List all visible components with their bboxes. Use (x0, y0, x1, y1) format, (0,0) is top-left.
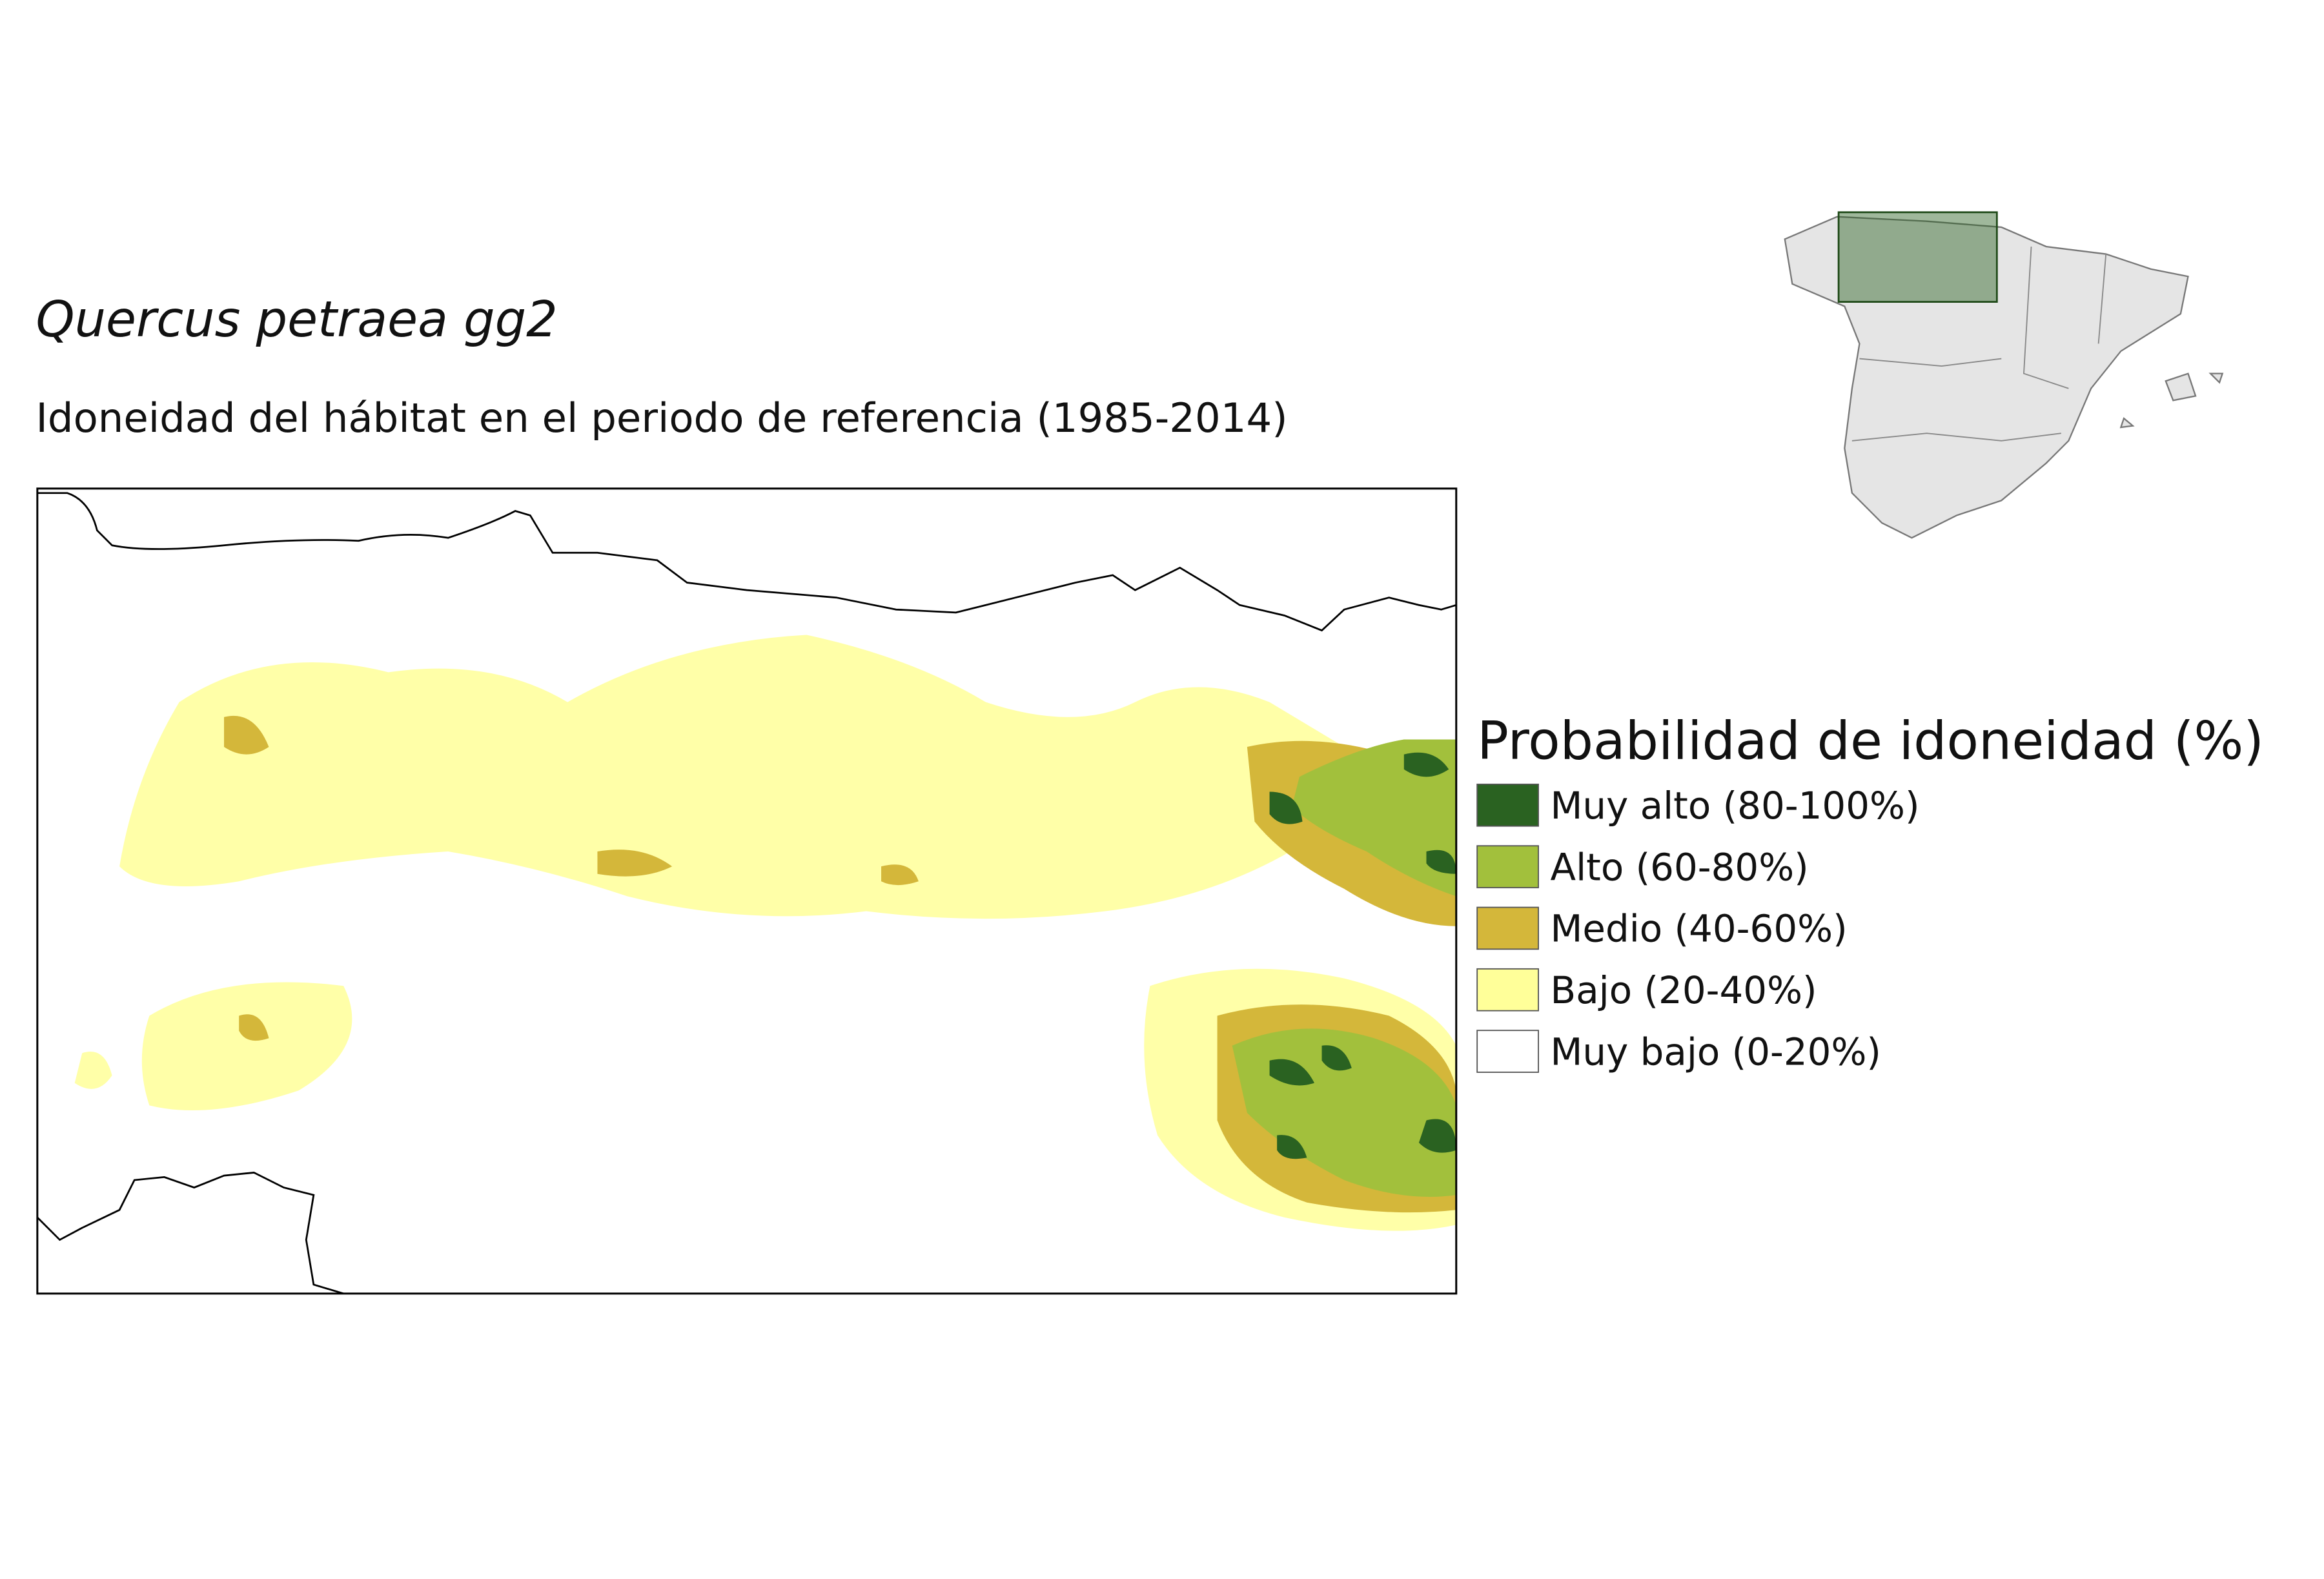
legend-swatch (1476, 1030, 1539, 1073)
legend-label: Muy alto (80-100%) (1551, 784, 1920, 828)
very-high-area (1269, 752, 1456, 1159)
title: Quercus petraea gg2 (36, 291, 558, 349)
legend-label: Alto (60-80%) (1551, 845, 1809, 889)
inset-map (1784, 211, 2224, 539)
legend-swatch (1476, 968, 1539, 1012)
legend-swatch (1476, 783, 1539, 827)
legend-title: Probabilidad de idoneidad (%) (1477, 711, 2264, 772)
map (36, 487, 1458, 1295)
legend: Muy alto (80-100%) Alto (60-80%) Medio (40… (1476, 783, 1920, 1074)
legend-swatch (1476, 906, 1539, 950)
legend-label: Medio (40-60%) (1551, 907, 1848, 951)
legend-label: Bajo (20-40%) (1551, 968, 1817, 1012)
subtitle: Idoneidad del hábitat en el periodo de r… (36, 394, 1288, 442)
legend-label: Muy bajo (0-20%) (1551, 1030, 1881, 1074)
legend-swatch (1476, 845, 1539, 888)
